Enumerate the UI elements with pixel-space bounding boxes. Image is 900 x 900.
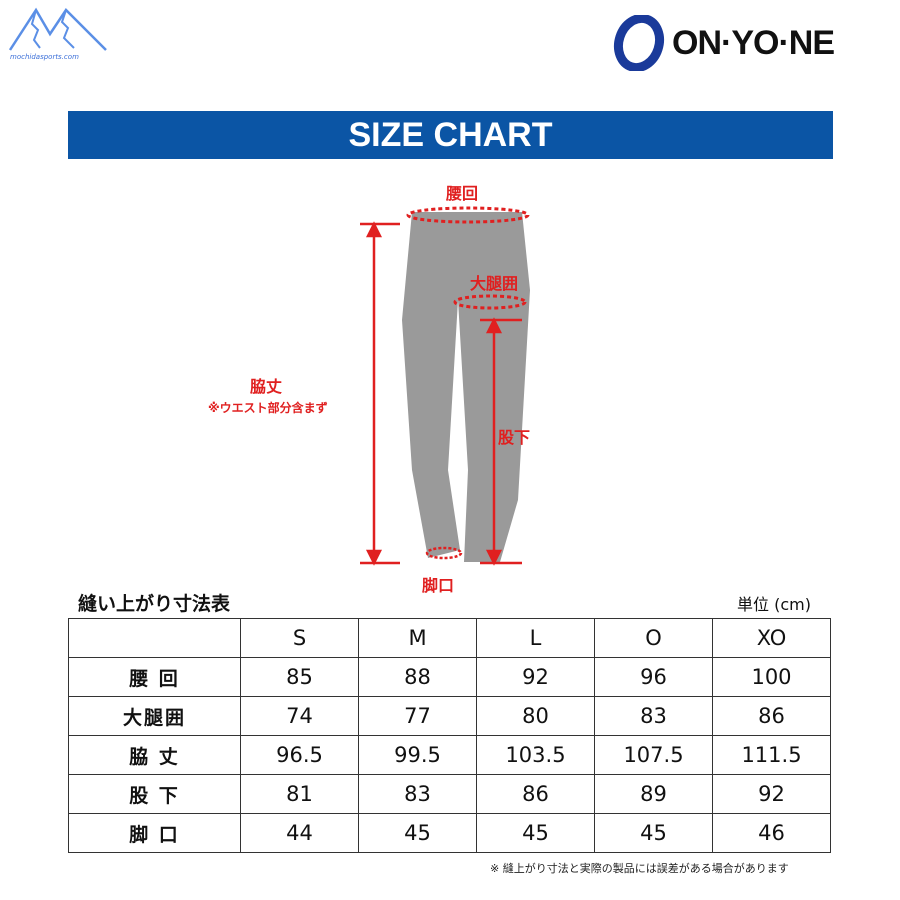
brand-wordmark: ON·YO·NE: [672, 23, 835, 62]
thigh-label: 大腿囲: [470, 274, 519, 293]
table-cell: 96: [594, 657, 713, 697]
table-cell: 83: [594, 696, 713, 736]
table-cell: 44: [240, 813, 359, 853]
table-cell: 99.5: [358, 735, 477, 775]
table-cell: 81: [240, 774, 359, 814]
pants-illustration: [402, 212, 530, 562]
table-row: 脇 丈 96.5 99.5 103.5 107.5 111.5: [68, 735, 831, 775]
table-title: 縫い上がり寸法表: [78, 593, 231, 615]
table-row: 股 下 81 83 86 89 92: [68, 774, 831, 814]
thigh-measure: [453, 294, 527, 310]
table-cell: 88: [358, 657, 477, 697]
row-label: 脇 丈: [68, 735, 241, 775]
waist-measure: [406, 206, 530, 224]
table-cell: 86: [712, 696, 831, 736]
table-cell: 85: [240, 657, 359, 697]
table-cell: 96.5: [240, 735, 359, 775]
mountain-icon: [8, 7, 107, 51]
mountain-logo: [6, 4, 110, 58]
disclaimer-note: ※ 縫上がり寸法と実際の製品には誤差がある場合があります: [490, 862, 789, 875]
header-cell: [68, 618, 241, 658]
table-cell: 74: [240, 696, 359, 736]
inseam-label: 股下: [498, 428, 531, 447]
header-cell: M: [358, 618, 477, 658]
table-cell: 92: [476, 657, 595, 697]
table-cell: 107.5: [594, 735, 713, 775]
table-cell: 45: [594, 813, 713, 853]
size-table: S M L O XO 腰 回 85 88 92 96 100 大腿囲 74 77 80 83 86 脇 …: [68, 618, 831, 853]
header-cell: XO: [712, 618, 831, 658]
brand-logo: ON·YO·NE: [612, 15, 835, 71]
table-cell: 89: [594, 774, 713, 814]
row-label: 大腿囲: [68, 696, 241, 736]
header-cell: L: [476, 618, 595, 658]
side-length-arrow: [360, 221, 400, 566]
table-cell: 100: [712, 657, 831, 697]
table-row: 脚 口 44 45 45 45 46: [68, 813, 831, 853]
table-header-row: S M L O XO: [68, 618, 831, 658]
side-length-label: 脇丈: [250, 377, 283, 396]
header-cell: S: [240, 618, 359, 658]
side-length-note: ※ウエスト部分含まず: [208, 401, 328, 415]
table-cell: 86: [476, 774, 595, 814]
header-cell: O: [594, 618, 713, 658]
table-cell: 83: [358, 774, 477, 814]
table-cell: 103.5: [476, 735, 595, 775]
table-cell: 80: [476, 696, 595, 736]
row-label: 脚 口: [68, 813, 241, 853]
table-cell: 45: [358, 813, 477, 853]
table-cell: 77: [358, 696, 477, 736]
row-label: 腰 回: [68, 657, 241, 697]
pants-diagram: [360, 206, 530, 566]
site-logo-text: mochidasports.com: [10, 53, 79, 61]
waist-label: 腰回: [446, 184, 479, 203]
table-cell: 45: [476, 813, 595, 853]
row-label: 股 下: [68, 774, 241, 814]
table-row: 腰 回 85 88 92 96 100: [68, 657, 831, 697]
brand-o-icon: [613, 15, 665, 71]
table-cell: 92: [712, 774, 831, 814]
hem-label: 脚口: [422, 576, 455, 595]
unit-label: 単位 (cm): [737, 595, 811, 614]
inseam-arrow: [480, 317, 522, 566]
hem-measure: [425, 546, 463, 560]
table-cell: 46: [712, 813, 831, 853]
table-row: 大腿囲 74 77 80 83 86: [68, 696, 831, 736]
size-chart-banner: SIZE CHART: [68, 111, 833, 159]
table-cell: 111.5: [712, 735, 831, 775]
